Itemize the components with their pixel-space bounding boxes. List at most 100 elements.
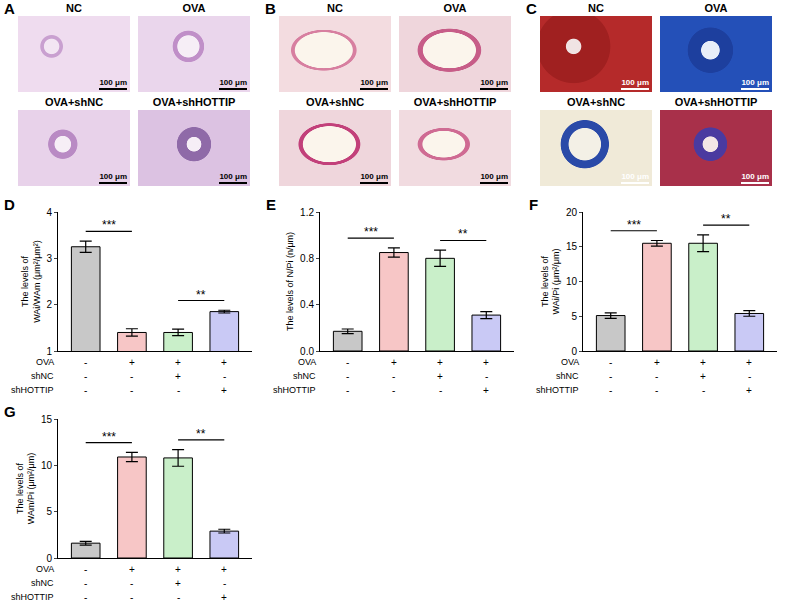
svg-text:shHOTTIP: shHOTTIP [536, 385, 579, 395]
svg-text:0.4: 0.4 [300, 299, 314, 310]
svg-text:-: - [84, 357, 87, 368]
svg-text:10: 10 [566, 276, 578, 287]
html-text:NC: NC [66, 2, 82, 14]
svg-text:-: - [130, 385, 133, 396]
html-text:OVA+shNC: OVA+shNC [566, 96, 626, 108]
svg-text:-: - [655, 385, 658, 396]
svg-text:1.2: 1.2 [300, 207, 314, 218]
svg-text:**: ** [458, 227, 468, 241]
svg-text:shHOTTIP: shHOTTIP [11, 385, 54, 395]
svg-text:-: - [177, 385, 180, 396]
svg-text:+: + [175, 564, 181, 575]
html-text:NC: NC [327, 2, 343, 14]
html-text:OVA: OVA [182, 2, 206, 14]
svg-text:The levels of N/Pi (n/μm): The levels of N/Pi (n/μm) [285, 232, 295, 331]
svg-text:0.0: 0.0 [300, 346, 314, 357]
svg-text:+: + [483, 385, 489, 396]
svg-text:-: - [177, 592, 180, 603]
svg-text:shNC: shNC [293, 371, 316, 381]
svg-text:-: - [130, 371, 133, 382]
svg-text:The levels ofWAi/WAm (μm²/μm²): The levels ofWAi/WAm (μm²/μm²) [20, 240, 42, 323]
svg-text:***: *** [102, 218, 116, 232]
svg-text:20: 20 [566, 207, 578, 218]
svg-text:-: - [485, 371, 488, 382]
html-text:OVA+shNC: OVA+shNC [305, 96, 365, 108]
svg-text:OVA: OVA [298, 357, 316, 367]
svg-text:3: 3 [46, 253, 52, 264]
html-text:OVA: OVA [443, 2, 467, 14]
svg-text:2: 2 [46, 299, 52, 310]
svg-text:-: - [130, 578, 133, 589]
svg-text:OVA: OVA [36, 564, 54, 574]
svg-text:0: 0 [46, 553, 52, 564]
html-text:NC: NC [588, 2, 604, 14]
svg-text:+: + [391, 357, 397, 368]
svg-text:-: - [84, 371, 87, 382]
svg-text:OVA: OVA [36, 357, 54, 367]
svg-text:-: - [346, 371, 349, 382]
svg-text:shHOTTIP: shHOTTIP [273, 385, 316, 395]
svg-text:shHOTTIP: shHOTTIP [11, 592, 54, 602]
svg-text:0.8: 0.8 [300, 253, 314, 264]
svg-text:**: ** [196, 288, 206, 302]
svg-text:-: - [223, 578, 226, 589]
svg-text:4: 4 [46, 207, 52, 218]
svg-text:+: + [221, 564, 227, 575]
html-text:OVA+shHOTTIP: OVA+shHOTTIP [413, 96, 497, 108]
svg-text:**: ** [196, 427, 206, 441]
svg-text:-: - [223, 371, 226, 382]
svg-text:+: + [175, 578, 181, 589]
svg-text:+: + [700, 371, 706, 382]
svg-text:-: - [702, 385, 705, 396]
svg-text:-: - [392, 385, 395, 396]
svg-text:shNC: shNC [31, 371, 54, 381]
svg-text:-: - [392, 371, 395, 382]
svg-text:-: - [84, 564, 87, 575]
svg-text:-: - [748, 371, 751, 382]
svg-text:+: + [700, 357, 706, 368]
svg-text:+: + [483, 357, 489, 368]
svg-text:+: + [654, 357, 660, 368]
svg-text:1: 1 [46, 346, 52, 357]
svg-text:-: - [346, 385, 349, 396]
svg-text:0: 0 [571, 346, 577, 357]
svg-text:-: - [346, 357, 349, 368]
svg-text:***: *** [102, 430, 116, 444]
svg-text:+: + [437, 357, 443, 368]
svg-text:+: + [221, 357, 227, 368]
svg-text:5: 5 [571, 311, 577, 322]
html-text:OVA+shHOTTIP: OVA+shHOTTIP [152, 96, 236, 108]
svg-text:-: - [655, 371, 658, 382]
html-text:OVA+shNC: OVA+shNC [44, 96, 104, 108]
svg-text:+: + [129, 357, 135, 368]
svg-text:-: - [609, 371, 612, 382]
svg-text:-: - [84, 592, 87, 603]
svg-text:The levels ofWAi/Pi (μm²/μm): The levels ofWAi/Pi (μm²/μm) [540, 248, 562, 314]
svg-text:+: + [437, 371, 443, 382]
svg-text:+: + [746, 385, 752, 396]
svg-text:10: 10 [41, 460, 53, 471]
svg-text:**: ** [721, 212, 731, 226]
svg-text:+: + [175, 357, 181, 368]
svg-text:+: + [129, 564, 135, 575]
svg-text:-: - [609, 385, 612, 396]
svg-text:shNC: shNC [556, 371, 579, 381]
svg-text:-: - [84, 578, 87, 589]
svg-text:OVA: OVA [561, 357, 579, 367]
svg-text:15: 15 [566, 241, 578, 252]
svg-text:5: 5 [46, 506, 52, 517]
svg-text:-: - [439, 385, 442, 396]
svg-text:-: - [130, 592, 133, 603]
svg-text:***: *** [364, 225, 378, 239]
html-text:OVA: OVA [704, 2, 728, 14]
svg-text:15: 15 [41, 414, 53, 425]
svg-text:The levels ofWAm/Pi (μm²/μm): The levels ofWAm/Pi (μm²/μm) [15, 453, 37, 525]
svg-text:+: + [221, 385, 227, 396]
svg-text:+: + [221, 592, 227, 603]
svg-text:+: + [175, 371, 181, 382]
svg-text:***: *** [627, 218, 641, 232]
svg-text:-: - [84, 385, 87, 396]
svg-text:shNC: shNC [31, 578, 54, 588]
svg-text:+: + [746, 357, 752, 368]
svg-text:-: - [609, 357, 612, 368]
